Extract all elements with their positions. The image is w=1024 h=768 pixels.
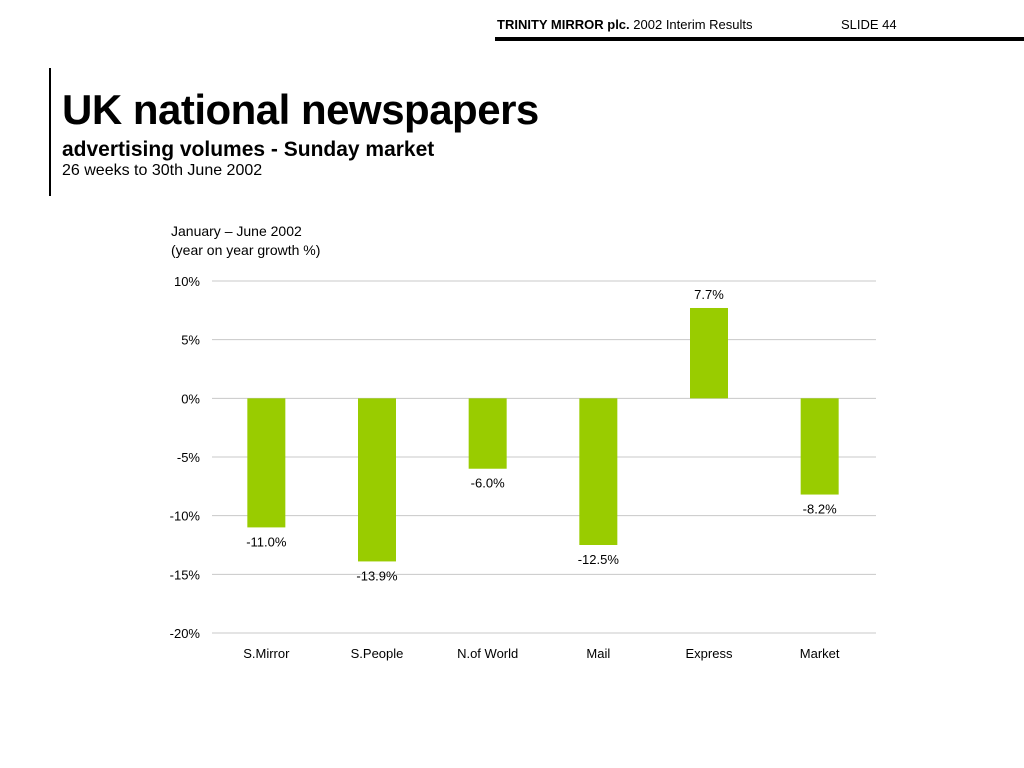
- y-tick-label: 10%: [174, 274, 200, 289]
- slide-number: SLIDE 44: [841, 17, 897, 32]
- x-tick-label: Mail: [586, 646, 610, 661]
- chart-note-line2: (year on year growth %): [171, 242, 321, 258]
- slide-header: TRINITY MIRROR plc. 2002 Interim Results…: [0, 0, 1024, 42]
- bar: [358, 398, 396, 562]
- company-name: TRINITY MIRROR plc.: [497, 17, 630, 32]
- y-tick-label: -5%: [177, 450, 201, 465]
- x-tick-label: N.of World: [457, 646, 518, 661]
- data-label: -13.9%: [356, 568, 398, 583]
- x-tick-label: Market: [800, 646, 840, 661]
- company-line: TRINITY MIRROR plc. 2002 Interim Results: [497, 17, 753, 32]
- bar: [690, 307, 728, 399]
- report-name: 2002 Interim Results: [633, 17, 753, 32]
- bar: [247, 398, 286, 528]
- chart-note: January – June 2002 (year on year growth…: [171, 222, 320, 260]
- y-tick-label: 5%: [181, 333, 200, 348]
- x-tick-label: S.People: [351, 646, 404, 661]
- chart-note-line1: January – June 2002: [171, 223, 302, 239]
- header-rule: [495, 37, 1024, 41]
- title-accent-bar: [49, 68, 51, 196]
- bar: [579, 398, 618, 545]
- page-title: UK national newspapers: [62, 86, 539, 133]
- data-label: -11.0%: [246, 534, 287, 549]
- data-label: -6.0%: [471, 476, 505, 491]
- period-label: 26 weeks to 30th June 2002: [62, 162, 263, 179]
- bar: [800, 398, 839, 495]
- data-label: -12.5%: [578, 552, 620, 567]
- y-tick-label: 0%: [181, 391, 200, 406]
- data-label: 7.7%: [694, 287, 724, 302]
- y-tick-label: -15%: [170, 567, 201, 582]
- bar: [468, 398, 507, 469]
- page-subtitle: advertising volumes - Sunday market: [62, 138, 435, 161]
- x-tick-label: Express: [686, 646, 733, 661]
- y-tick-label: -20%: [170, 626, 201, 641]
- y-tick-label: -10%: [170, 509, 201, 524]
- data-label: -8.2%: [803, 502, 837, 517]
- x-tick-label: S.Mirror: [243, 646, 290, 661]
